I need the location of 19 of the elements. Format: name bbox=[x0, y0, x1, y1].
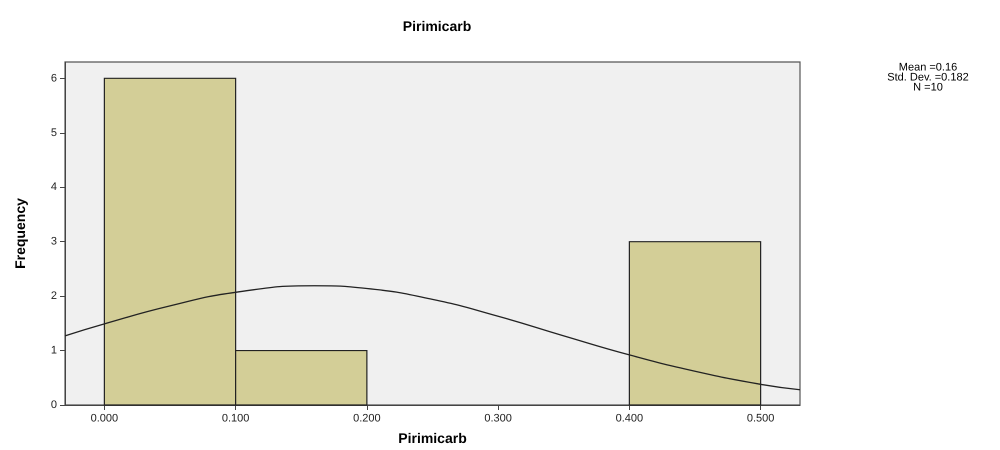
chart-title: Pirimicarb bbox=[402, 18, 472, 34]
text: Mean =0.16 bbox=[898, 62, 958, 74]
x-tick-label: 0.500 bbox=[746, 412, 774, 424]
y-axis-title: Frequency bbox=[12, 198, 28, 269]
x-axis-title: Pirimicarb bbox=[398, 430, 467, 446]
x-tick-label: 0.000 bbox=[90, 412, 118, 424]
x-tick-label: 0.100 bbox=[222, 412, 250, 424]
x-tick-label: 0.300 bbox=[484, 412, 512, 424]
y-tick-label: 6 bbox=[50, 72, 57, 84]
y-tick-label: 4 bbox=[50, 181, 57, 194]
y-tick-label: 5 bbox=[50, 126, 57, 139]
x-tick-label: 0.200 bbox=[353, 412, 381, 424]
text: Std. Dev. =0.182 bbox=[887, 72, 969, 84]
y-tick-label: 1 bbox=[50, 344, 57, 357]
y-tick-label: 0 bbox=[50, 399, 57, 411]
text: N =10 bbox=[913, 82, 943, 94]
y-tick-label: 2 bbox=[50, 290, 57, 302]
y-tick-label: 3 bbox=[50, 236, 57, 248]
x-tick-label: 0.400 bbox=[616, 412, 644, 424]
